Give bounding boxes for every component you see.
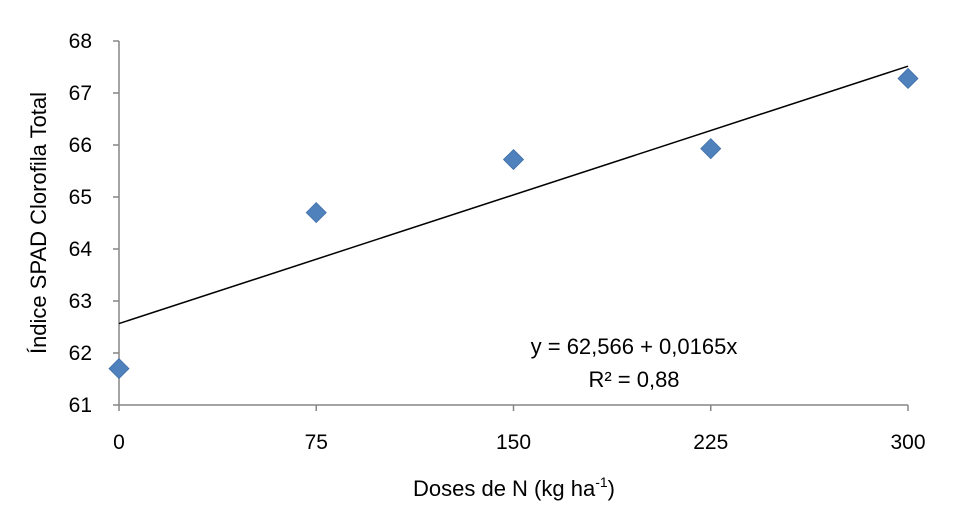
y-tick-label: 67	[69, 82, 92, 105]
trendline-r2: R² = 0,88	[588, 367, 679, 392]
y-tick-label: 65	[69, 186, 92, 209]
y-tick-label: 68	[69, 30, 92, 53]
y-tick-label: 66	[69, 134, 92, 157]
x-tick-labels: 0 75 150 225 300	[113, 431, 925, 454]
y-tick-label: 63	[69, 290, 92, 313]
y-tick-labels: 61 62 63 64 65 66 67 68	[69, 30, 93, 417]
x-axis-label-sup: -1	[595, 474, 608, 490]
data-point	[502, 148, 525, 171]
y-tick-label: 61	[69, 394, 92, 417]
data-point	[700, 138, 722, 160]
x-tick-label: 0	[113, 431, 125, 454]
trendline	[118, 65, 909, 325]
y-tick-label: 62	[69, 342, 92, 365]
x-axis-label: Doses de N (kg ha-1)	[413, 474, 615, 501]
data-points	[108, 67, 919, 380]
x-axis-label-main: Doses de N (kg ha	[413, 476, 596, 501]
y-axis-label: Índice SPAD Clorofila Total	[26, 92, 51, 354]
x-tick-label: 150	[496, 431, 531, 454]
x-tick-label: 75	[305, 431, 328, 454]
data-point	[305, 202, 327, 224]
x-axis-label-end: )	[608, 476, 615, 501]
trendline-path	[118, 65, 909, 325]
x-tick-label: 225	[693, 431, 728, 454]
data-point	[108, 358, 130, 380]
x-tick-label: 300	[890, 431, 925, 454]
data-point	[897, 67, 919, 90]
trendline-equation: y = 62,566 + 0,0165x	[531, 334, 738, 359]
axes	[113, 40, 909, 411]
y-tick-label: 64	[69, 238, 93, 261]
